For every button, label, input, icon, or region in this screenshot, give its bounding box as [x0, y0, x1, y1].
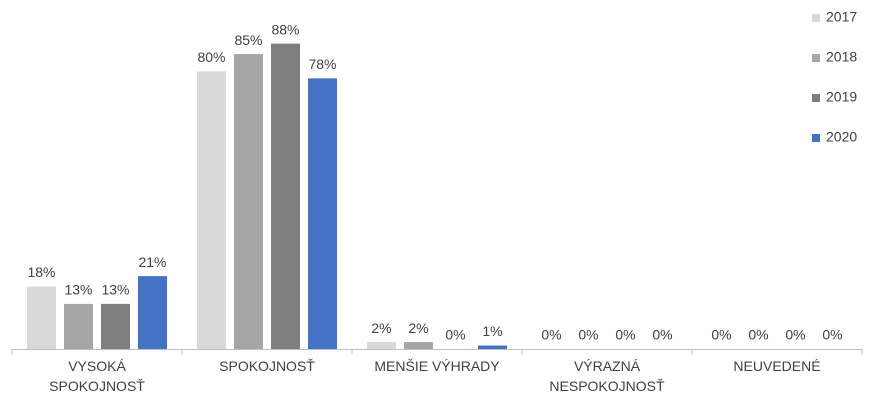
data-label: 0% [822, 327, 842, 343]
legend-label: 2018 [826, 49, 857, 65]
data-label: 18% [27, 264, 55, 280]
x-tick-label: NEUVEDENÉ [733, 358, 821, 374]
legend-swatch [812, 14, 820, 22]
data-label: 0% [711, 327, 731, 343]
data-label: 0% [541, 327, 561, 343]
bar [404, 342, 433, 349]
legend-swatch [812, 94, 820, 102]
data-label: 88% [271, 21, 299, 37]
data-label: 1% [482, 323, 502, 339]
x-tick-label: SPOKOJNOSŤ [219, 358, 315, 374]
data-label: 80% [197, 49, 225, 65]
bar [308, 78, 337, 349]
bar [197, 71, 226, 350]
legend-label: 2017 [826, 9, 857, 25]
legend-label: 2020 [826, 129, 857, 145]
data-label: 78% [308, 56, 336, 72]
data-label: 2% [371, 320, 391, 336]
data-label: 2% [408, 320, 428, 336]
data-label: 13% [64, 282, 92, 298]
x-tick-label: VÝRAZNÁ NESPOKOJNOSŤ [549, 358, 665, 394]
data-label: 0% [615, 327, 635, 343]
data-label: 13% [101, 282, 129, 298]
bar [234, 54, 263, 350]
legend-label: 2019 [826, 89, 857, 105]
bar [138, 276, 167, 349]
bar [478, 345, 507, 349]
data-label: 85% [234, 32, 262, 48]
legend-swatch [812, 134, 820, 142]
x-tick-label: MENŠIE VÝHRADY [374, 358, 500, 374]
data-label: 0% [578, 327, 598, 343]
data-label: 0% [785, 327, 805, 343]
bar [27, 286, 56, 349]
data-label: 0% [445, 327, 465, 343]
bar [367, 342, 396, 349]
bar [64, 303, 93, 349]
data-label: 0% [748, 327, 768, 343]
data-label: 21% [138, 254, 166, 270]
legend-swatch [812, 54, 820, 62]
bar [101, 303, 130, 349]
bar [271, 43, 300, 349]
data-label: 0% [652, 327, 672, 343]
x-tick-label: VYSOKÁ SPOKOJNOSŤ [49, 358, 145, 394]
